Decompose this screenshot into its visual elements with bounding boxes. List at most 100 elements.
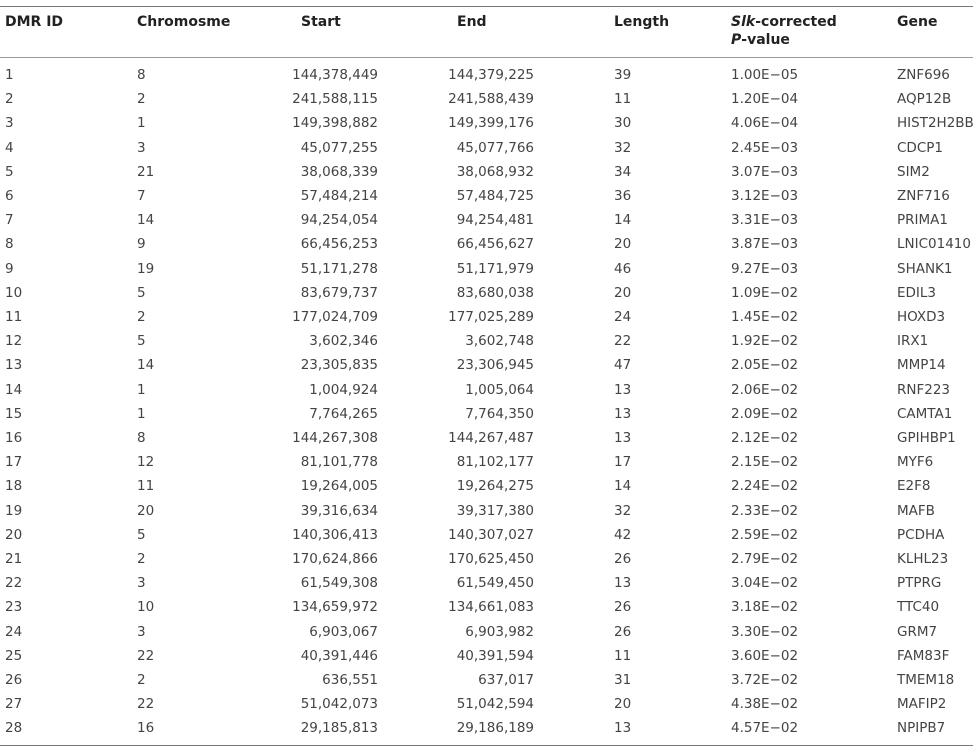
cell-start: 140,306,413 — [292, 526, 378, 543]
cell-dmr-id: 13 — [5, 357, 23, 374]
cell-dmr-id: 14 — [5, 381, 23, 398]
cell-end: 29,186,189 — [456, 720, 534, 737]
cell-chromosome: 10 — [137, 599, 155, 616]
cell-length: 14 — [614, 212, 632, 229]
cell-p-value: 1.09E−02 — [731, 284, 799, 301]
cell-chromosome: 19 — [137, 260, 155, 277]
cell-dmr-id: 19 — [5, 502, 23, 519]
cell-end: 66,456,627 — [456, 236, 534, 253]
cell-length: 13 — [614, 430, 632, 446]
cell-end: 40,391,594 — [456, 647, 534, 664]
cell-p-value: 3.04E−02 — [731, 575, 799, 592]
cell-gene: CAMTA1 — [897, 405, 953, 422]
cell-end: 83,680,038 — [456, 284, 534, 301]
cell-start: 51,171,278 — [300, 260, 378, 277]
cell-p-value: 2.09E−02 — [731, 405, 799, 422]
cell-chromosome: 8 — [137, 67, 146, 83]
header-rule — [0, 57, 973, 58]
cell-end: 19,264,275 — [456, 478, 534, 495]
cell-gene: MMP14 — [897, 357, 946, 374]
cell-gene: MAFB — [897, 502, 935, 519]
cell-start: 66,456,253 — [300, 236, 378, 253]
cell-length: 42 — [614, 526, 632, 543]
cell-dmr-id: 11 — [5, 309, 23, 325]
cell-gene: E2F8 — [897, 478, 931, 495]
cell-chromosome: 1 — [137, 381, 146, 398]
cell-gene: PCDHA — [897, 526, 945, 543]
cell-start: 29,185,813 — [300, 720, 378, 737]
cell-gene: EDIL3 — [897, 284, 937, 301]
cell-chromosome: 20 — [137, 502, 155, 519]
cell-length: 26 — [614, 623, 632, 640]
cell-chromosome: 21 — [137, 163, 155, 180]
cell-p-value: 1.92E−02 — [731, 333, 799, 350]
cell-gene: ZNF716 — [897, 188, 950, 204]
cell-start: 23,305,835 — [300, 357, 378, 374]
cell-end: 140,307,027 — [448, 526, 534, 543]
cell-gene: PTPRG — [897, 575, 942, 592]
cell-length: 11 — [614, 91, 632, 108]
bottom-rule — [0, 745, 973, 746]
header-length: Length — [614, 14, 670, 30]
cell-dmr-id: 6 — [5, 188, 14, 204]
cell-start: 83,679,737 — [300, 284, 378, 301]
cell-length: 39 — [614, 67, 632, 83]
cell-end: 61,549,450 — [456, 575, 534, 592]
cell-gene: GPIHBP1 — [897, 430, 956, 446]
cell-chromosome: 2 — [137, 309, 146, 325]
cell-length: 11 — [614, 647, 632, 664]
cell-chromosome: 22 — [137, 696, 155, 713]
cell-length: 13 — [614, 381, 632, 398]
cell-chromosome: 2 — [137, 551, 146, 567]
cell-chromosome: 2 — [137, 91, 146, 108]
cell-dmr-id: 26 — [5, 672, 23, 688]
cell-dmr-id: 17 — [5, 454, 23, 471]
cell-start: 94,254,054 — [300, 212, 378, 229]
cell-chromosome: 3 — [137, 623, 146, 640]
cell-chromosome: 22 — [137, 647, 155, 664]
cell-end: 39,317,380 — [456, 502, 534, 519]
cell-end: 38,068,932 — [456, 163, 534, 180]
cell-start: 6,903,067 — [309, 623, 378, 640]
cell-gene: GRM7 — [897, 623, 938, 640]
cell-dmr-id: 16 — [5, 430, 23, 446]
cell-p-value: 3.72E−02 — [731, 672, 799, 688]
cell-dmr-id: 2 — [5, 91, 14, 108]
header-end: End — [457, 14, 487, 30]
cell-length: 22 — [614, 333, 632, 350]
cell-start: 134,659,972 — [292, 599, 378, 616]
cell-chromosome: 2 — [137, 672, 146, 688]
cell-chromosome: 16 — [137, 720, 155, 737]
cell-start: 57,484,214 — [300, 188, 378, 204]
cell-end: 149,399,176 — [448, 115, 534, 132]
header-p-text: -value — [741, 32, 790, 48]
cell-p-value: 2.12E−02 — [731, 430, 799, 446]
cell-end: 134,661,083 — [448, 599, 534, 616]
cell-start: 636,551 — [322, 672, 378, 688]
cell-length: 24 — [614, 309, 632, 325]
cell-p-value: 2.06E−02 — [731, 381, 799, 398]
cell-start: 3,602,346 — [309, 333, 378, 350]
cell-length: 26 — [614, 599, 632, 616]
cell-gene: FAM83F — [897, 647, 950, 664]
cell-p-value: 2.05E−02 — [731, 357, 799, 374]
cell-length: 17 — [614, 454, 632, 471]
cell-length: 20 — [614, 696, 632, 713]
cell-chromosome: 5 — [137, 333, 146, 350]
cell-dmr-id: 1 — [5, 67, 14, 83]
cell-chromosome: 1 — [137, 405, 146, 422]
cell-length: 31 — [614, 672, 632, 688]
header-chromosome: Chromosme — [137, 14, 231, 30]
cell-end: 94,254,481 — [456, 212, 534, 229]
cell-dmr-id: 12 — [5, 333, 23, 350]
cell-length: 26 — [614, 551, 632, 567]
cell-dmr-id: 5 — [5, 163, 14, 180]
cell-start: 170,624,866 — [292, 551, 378, 567]
cell-p-value: 3.18E−02 — [731, 599, 799, 616]
cell-dmr-id: 23 — [5, 599, 23, 616]
cell-dmr-id: 15 — [5, 405, 23, 422]
cell-gene: AQP12B — [897, 91, 952, 108]
cell-length: 20 — [614, 284, 632, 301]
cell-chromosome: 14 — [137, 357, 155, 374]
cell-gene: HOXD3 — [897, 309, 946, 325]
